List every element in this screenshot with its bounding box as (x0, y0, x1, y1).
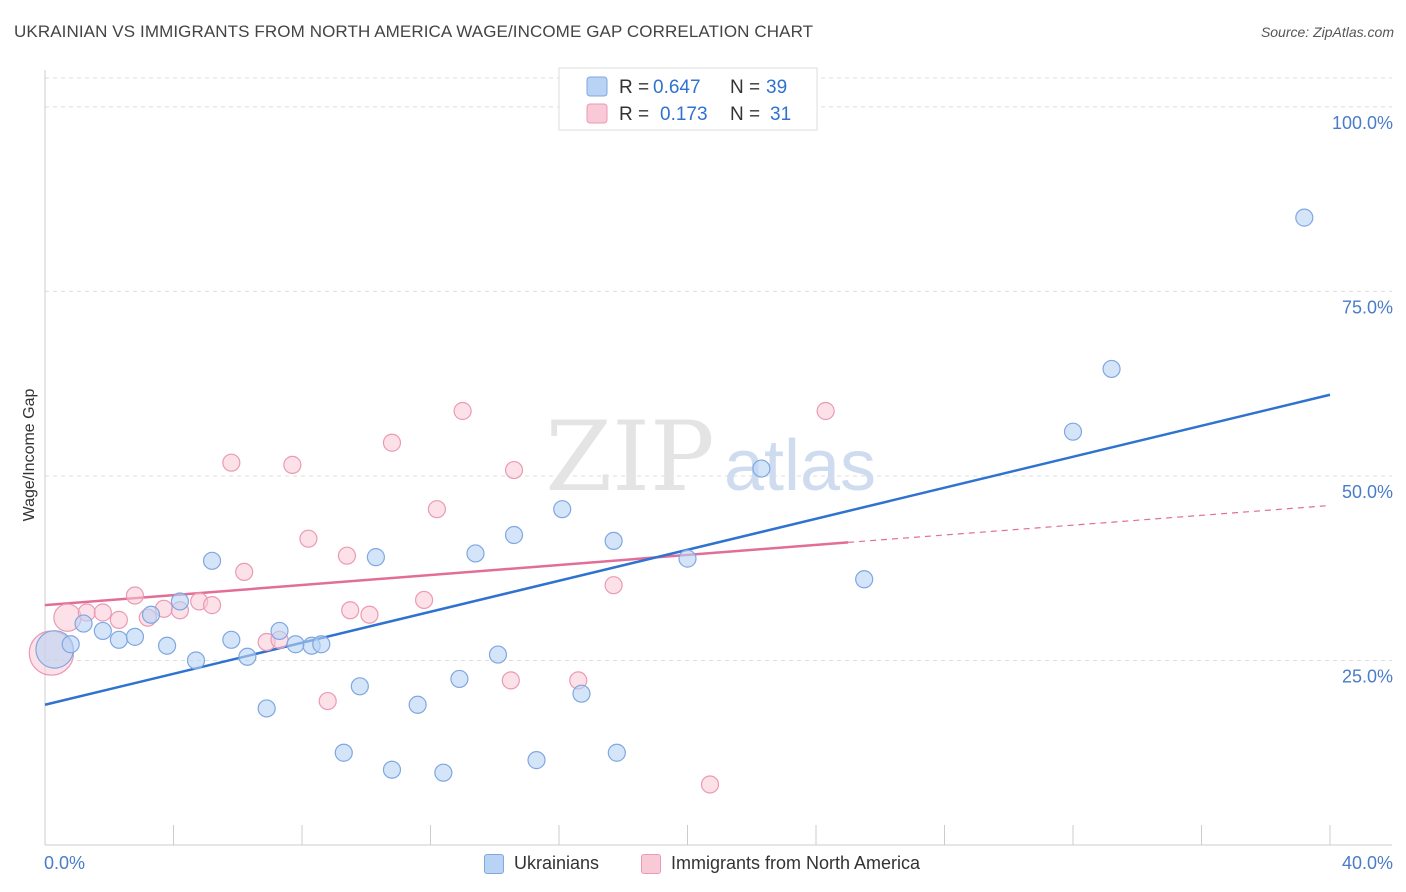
data-point-ukrainians (678, 549, 697, 568)
data-point-immigrants (341, 601, 360, 620)
data-point-immigrants (816, 401, 835, 421)
data-point-ukrainians (382, 760, 402, 779)
y-tick-label: 50.0% (1342, 482, 1393, 502)
data-point-ukrainians (1063, 422, 1083, 441)
data-point-ukrainians (434, 763, 453, 782)
stats-n-value-pink: 31 (770, 104, 791, 125)
source-label: Source: ZipAtlas.com (1260, 24, 1394, 40)
data-point-immigrants (604, 576, 623, 595)
legend-item-immigrants: Immigrants from North America (641, 853, 920, 874)
data-point-ukrainians (141, 605, 161, 624)
stats-n-label-pink: N = (730, 104, 760, 125)
data-point-immigrants (382, 433, 402, 452)
data-point-ukrainians (109, 630, 128, 649)
data-point-immigrants (427, 500, 447, 519)
data-point-ukrainians (170, 592, 190, 611)
blue-swatch (586, 76, 608, 97)
x-tick-label-max: 40.0% (1342, 853, 1393, 873)
data-point-immigrants (299, 529, 318, 548)
x-tick-label-min: 0.0% (44, 853, 85, 873)
data-point-ukrainians (1295, 208, 1314, 227)
tick-labels: 25.0% 50.0% 75.0% 100.0% 0.0% 40.0% (44, 113, 1393, 873)
data-point-ukrainians (125, 627, 145, 646)
data-point-ukrainians (286, 635, 305, 654)
data-point-ukrainians (238, 647, 257, 666)
data-point-ukrainians (222, 630, 241, 649)
data-point-ukrainians (61, 635, 80, 654)
data-point-immigrants (360, 605, 379, 624)
data-point-ukrainians (752, 459, 771, 478)
data-point-ukrainians (408, 695, 427, 714)
data-point-immigrants (453, 401, 472, 421)
data-point-ukrainians (366, 548, 385, 567)
data-point-ukrainians (312, 635, 331, 654)
data-point-ukrainians (93, 621, 112, 641)
data-point-immigrants (222, 453, 241, 472)
trend-line-pink (44, 541, 849, 607)
data-point-ukrainians (74, 614, 93, 633)
stats-n-label-blue: N = (730, 77, 760, 98)
data-point-immigrants (337, 546, 357, 565)
bottom-legend: Ukrainians Immigrants from North America (0, 850, 1406, 880)
data-points (28, 208, 1314, 794)
data-point-ukrainians (157, 636, 177, 655)
stats-r-label-pink: R = (619, 104, 649, 125)
data-point-ukrainians (334, 743, 353, 762)
stats-r-label-blue: R = (619, 77, 649, 98)
legend-label-ukrainians: Ukrainians (514, 853, 600, 873)
data-point-ukrainians (553, 500, 572, 519)
watermark-atlas: atlas (724, 426, 876, 506)
trend-line-pink-extension (848, 504, 1331, 543)
data-point-immigrants (235, 562, 254, 582)
legend-swatch-pink (641, 853, 661, 874)
data-point-ukrainians (855, 570, 874, 589)
data-point-immigrants (93, 603, 112, 622)
watermark-zip: ZIP (545, 401, 714, 513)
legend-item-ukrainians: Ukrainians (484, 853, 599, 874)
data-point-ukrainians (1102, 359, 1121, 379)
y-tick-label: 25.0% (1342, 666, 1393, 686)
data-point-ukrainians (466, 544, 485, 563)
data-point-ukrainians (350, 677, 369, 696)
data-point-immigrants (700, 775, 720, 794)
data-point-ukrainians (186, 651, 206, 670)
axes (44, 70, 1392, 846)
data-point-immigrants (109, 610, 128, 629)
data-point-ukrainians (604, 531, 623, 551)
data-point-ukrainians (572, 684, 591, 703)
data-point-ukrainians (450, 669, 469, 689)
y-axis-title: Wage/Income Gap (21, 389, 38, 522)
data-point-ukrainians (488, 645, 508, 664)
data-point-ukrainians (270, 621, 289, 641)
data-point-immigrants (202, 596, 222, 615)
data-point-ukrainians (202, 551, 222, 570)
stats-r-value-pink: 0.173 (660, 104, 708, 125)
data-point-immigrants (283, 455, 302, 474)
stats-n-value-blue: 39 (766, 77, 787, 98)
y-tick-label: 100.0% (1332, 113, 1393, 133)
data-point-ukrainians (607, 743, 626, 762)
data-point-immigrants (414, 590, 434, 610)
legend-swatch-blue (484, 853, 504, 874)
watermark: ZIP atlas (545, 401, 876, 513)
data-point-immigrants (125, 586, 145, 605)
y-tick-label: 75.0% (1342, 297, 1393, 317)
stats-legend: R = 0.647 N = 39 R = 0.173 N = 31 (558, 67, 818, 131)
chart-title: UKRAINIAN VS IMMIGRANTS FROM NORTH AMERI… (14, 22, 814, 41)
data-point-ukrainians (504, 525, 524, 545)
legend-label-immigrants: Immigrants from North America (671, 853, 921, 873)
data-point-immigrants (501, 671, 520, 690)
stats-r-value-blue: 0.647 (653, 77, 701, 98)
data-point-immigrants (504, 460, 524, 480)
data-point-immigrants (318, 691, 337, 711)
data-point-ukrainians (527, 751, 546, 770)
pink-swatch (586, 103, 608, 124)
data-point-ukrainians (257, 699, 276, 718)
